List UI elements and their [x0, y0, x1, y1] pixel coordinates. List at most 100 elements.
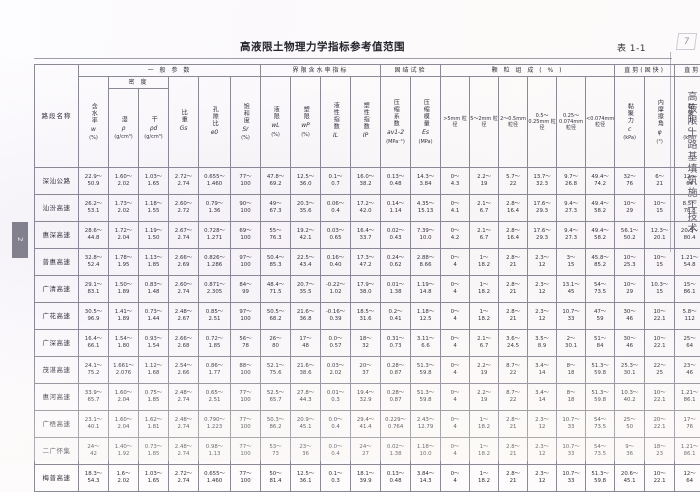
table-cell: 16.4～ 33.7 — [351, 222, 381, 249]
table-cell: 0.31～ 0.73 — [381, 330, 411, 357]
col-head-grain-5-2mm: 5～2mm 粒径 — [470, 77, 499, 168]
col-head-plastic-limit: 塑限 wP (%) — [291, 77, 321, 168]
table-cell: 0.02～ 1.38 — [381, 438, 411, 465]
table-cell: 2.8～ 21 — [499, 303, 528, 330]
table-cell: 24～ 27 — [351, 438, 381, 465]
table-cell: 0～ 4.3 — [441, 168, 470, 195]
table-number: 表 1-1 — [617, 41, 646, 54]
row-label: 茂湛高速 — [35, 357, 79, 384]
table-cell: 5.8～ 112 — [675, 303, 700, 330]
table-cell: 1.18～ 1.55 — [139, 195, 169, 222]
table-cell: 47～ 59 — [586, 303, 615, 330]
table-cell: 8.5～ 78.8 — [675, 195, 700, 222]
table-cell: 3.11～ 6.6 — [411, 330, 441, 357]
table-cell: 0.655～ 1.460 — [199, 465, 231, 492]
table-cell: 17.6～ 29.3 — [528, 222, 557, 249]
table-cell: 23～ 36 — [291, 438, 321, 465]
col-head-liquid-limit: 液限 wL (%) — [261, 77, 291, 168]
table-cell: 1.12～ 1.68 — [139, 357, 169, 384]
table-cell: 52.1～ 75.6 — [261, 357, 291, 384]
table-cell: 0.01～ 0.3 — [321, 384, 351, 411]
row-label: 广深高速 — [35, 330, 79, 357]
table-cell: 1.18～ 12.5 — [411, 303, 441, 330]
table-cell: 19.4～ 32.9 — [351, 384, 381, 411]
table-cell: 8～ 18 — [557, 384, 586, 411]
table-cell: 22.5～ 43.4 — [291, 249, 321, 276]
col-head-grain-gt5mm: >5mm 粒径 — [441, 77, 470, 168]
table-cell: 0.65～ 2.51 — [199, 384, 231, 411]
table-cell: 28.6～ 44.8 — [79, 222, 109, 249]
table-cell: 69～ 100 — [231, 222, 261, 249]
table-cell: 10.3～ 40.2 — [615, 384, 645, 411]
table-cell: 1.60～ 2.04 — [109, 411, 139, 438]
table-cell: 56～ 78 — [231, 330, 261, 357]
table-cell: 2.72～ 2.74 — [169, 168, 199, 195]
row-label: 广花高速 — [35, 303, 79, 330]
col-head-liquidity-index: 液性指数 IL — [321, 77, 351, 168]
table-cell: 0～ 4 — [441, 438, 470, 465]
table-cell: 2.43～ 12.79 — [411, 411, 441, 438]
col-head-density-wet: 湿 ρ (g/cm³) — [109, 89, 139, 168]
table-cell: 84～ 99 — [231, 276, 261, 303]
table-cell: 3.5～ 8.9 — [528, 330, 557, 357]
table-cell: 52.5～ 65.7 — [261, 384, 291, 411]
page-header: 高液限土物理力学指标参考值范围 表 1-1 — [34, 36, 672, 54]
table-cell: 3.4～ 14 — [528, 357, 557, 384]
table-cell: 0.0～ 0.57 — [321, 330, 351, 357]
header-group-row: 路段名称 一 般 参 数 界限含水率指标 固结试验 颗 粒 组 成 ( % ) … — [35, 65, 700, 77]
table-cell: 1.41～ 1.89 — [109, 303, 139, 330]
table-cell: 18～ 32 — [351, 330, 381, 357]
table-cell: 20.3～ 80.4 — [675, 222, 700, 249]
table-cell: 8.7～ 22 — [499, 357, 528, 384]
table-cell: 2.48～ 2.74 — [169, 411, 199, 438]
table-cell: 0.75～ 1.85 — [139, 384, 169, 411]
table-cell: 50.3～ 86.2 — [261, 411, 291, 438]
table-cell: 0.229～ 0.764 — [381, 411, 411, 438]
table-cell: 18.1～ 39.9 — [351, 465, 381, 492]
table-cell: 2.3～ 12 — [528, 438, 557, 465]
table-cell: 22.9～ 50.9 — [79, 168, 109, 195]
subgroup-density: 密 度 — [109, 77, 169, 89]
table-cell: 54～ 73.5 — [586, 438, 615, 465]
table-cell: 18.3～ 54.3 — [79, 465, 109, 492]
table-cell: 97～ 100 — [231, 303, 261, 330]
table-cell: 0.79～ 1.36 — [199, 195, 231, 222]
table-cell: 1.21～ 54.8 — [675, 249, 700, 276]
col-head-grain-lt0074mm: <0.074mm 粒径 — [586, 77, 615, 168]
col-head-road-name: 路段名称 — [35, 65, 79, 168]
table-cell: 9～ 36 — [615, 438, 645, 465]
table-cell: 25.3～ 30.1 — [615, 357, 645, 384]
table-cell: 10～ 29 — [615, 276, 645, 303]
table-cell: 0.86～ 1.77 — [199, 357, 231, 384]
table-cell: 33.9～ 65.7 — [79, 384, 109, 411]
table-cell: 0～ 4 — [441, 411, 470, 438]
table-cell: 0～ 4 — [441, 249, 470, 276]
page-tab: 2 — [12, 222, 28, 258]
row-label: 深汕公路 — [35, 168, 79, 195]
table-cell: 1～ 18.2 — [470, 465, 499, 492]
table-cell: 0.93～ 1.54 — [139, 330, 169, 357]
table-cell: 0.73～ 1.85 — [139, 438, 169, 465]
table-cell: 2.3～ 12 — [528, 249, 557, 276]
table-cell: 1.21～ 86.1 — [675, 438, 700, 465]
table-cell: 9.4～ 27.3 — [557, 222, 586, 249]
table-cell: 12.5～ 36.0 — [291, 168, 321, 195]
table-cell: 0～ 4 — [441, 357, 470, 384]
table-cell: 47.8～ 69.2 — [261, 168, 291, 195]
table-cell: 22～ 25 — [645, 357, 675, 384]
page-title: 高液限土物理力学指标参考值范围 — [240, 39, 405, 54]
table-cell: 56.1～ 50.2 — [615, 222, 645, 249]
table-cell: 21.6～ 36.8 — [291, 303, 321, 330]
table-cell: 16.0～ 38.2 — [351, 168, 381, 195]
table-cell: 2.1～ 6.7 — [470, 222, 499, 249]
table-cell: 0.2～ 0.41 — [381, 303, 411, 330]
table-cell: 0～ 4 — [441, 303, 470, 330]
table-cell: 77～ 100 — [231, 168, 261, 195]
table-cell: 29.4～ 41.4 — [351, 411, 381, 438]
table-cell: 90～ 100 — [231, 195, 261, 222]
table-cell: 2.1～ 6.7 — [470, 330, 499, 357]
table-cell: 0.85～ 2.51 — [199, 303, 231, 330]
